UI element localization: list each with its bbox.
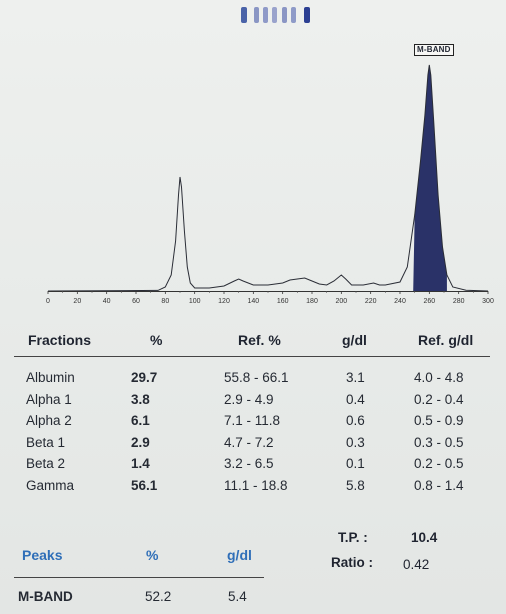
- gel-band: [263, 7, 269, 23]
- peak-pct: 52.2: [145, 589, 172, 604]
- fraction-gdl: 0.1: [346, 456, 365, 471]
- table-divider: [14, 356, 490, 357]
- fraction-name: Albumin: [26, 370, 75, 385]
- fraction-ref-gdl: 0.8 - 1.4: [414, 477, 464, 493]
- x-tick-label: 220: [365, 298, 377, 305]
- x-tick-label: 240: [394, 298, 406, 305]
- fraction-name: Gamma: [26, 477, 75, 493]
- x-tick-label: 80: [161, 298, 169, 305]
- peaks-divider: [14, 577, 264, 578]
- header-pct: %: [150, 332, 163, 348]
- gel-band: [303, 7, 310, 23]
- x-tick-label: 160: [277, 298, 289, 305]
- x-tick-label: 0: [46, 298, 50, 305]
- header-gdl: g/dl: [342, 332, 367, 348]
- fraction-pct: 1.4: [131, 456, 150, 471]
- peaks-header-name: Peaks: [22, 547, 63, 563]
- fraction-gdl: 0.3: [346, 434, 365, 450]
- fraction-ref-pct: 55.8 - 66.1: [224, 370, 289, 385]
- fraction-gdl: 0.4: [346, 391, 365, 407]
- peak-gdl: 5.4: [228, 589, 247, 604]
- fraction-pct: 2.9: [131, 434, 150, 450]
- x-tick-label: 180: [306, 298, 318, 305]
- gel-band: [281, 7, 287, 23]
- x-tick-label: 120: [218, 298, 230, 305]
- fraction-ref-gdl: 4.0 - 4.8: [414, 370, 464, 385]
- fraction-name: Alpha 2: [26, 413, 72, 428]
- fraction-ref-pct: 7.1 - 11.8: [224, 413, 281, 428]
- gel-band: [272, 7, 278, 23]
- header-ref-pct: Ref. %: [238, 332, 281, 348]
- fraction-gdl: 5.8: [346, 477, 365, 493]
- x-tick-label: 260: [423, 298, 435, 305]
- gel-band: [254, 7, 260, 23]
- x-tick-label: 300: [482, 298, 494, 305]
- header-ref-gdl: Ref. g/dl: [418, 332, 474, 348]
- m-band-shaded-area: [413, 65, 447, 291]
- fraction-pct: 3.8: [131, 391, 150, 407]
- tp-label: T.P. :: [338, 530, 368, 545]
- fraction-ref-gdl: 0.2 - 0.5: [414, 456, 464, 471]
- gel-band: [290, 7, 296, 23]
- m-band-peak-label: M-BAND: [414, 44, 454, 56]
- fraction-ref-pct: 2.9 - 4.9: [224, 391, 274, 407]
- x-tick-label: 100: [189, 298, 201, 305]
- gel-strip: [240, 7, 316, 23]
- peak-name: M-BAND: [18, 589, 73, 604]
- fraction-gdl: 3.1: [346, 370, 365, 385]
- peaks-header-gdl: g/dl: [227, 547, 252, 563]
- fraction-gdl: 0.6: [346, 413, 365, 428]
- fraction-name: Alpha 1: [26, 391, 72, 407]
- peaks-header-pct: %: [146, 547, 159, 563]
- x-tick-label: 200: [335, 298, 347, 305]
- fraction-pct: 56.1: [131, 477, 158, 493]
- x-tick-label: 280: [453, 298, 465, 305]
- gel-band: [240, 7, 247, 23]
- fraction-ref-gdl: 0.3 - 0.5: [414, 434, 464, 450]
- fraction-ref-gdl: 0.5 - 0.9: [414, 413, 464, 428]
- x-tick-label: 140: [247, 298, 259, 305]
- ratio-label: Ratio :: [331, 555, 373, 570]
- electropherogram: 0 20 40 60 80 100 120 140 160 180 200 220 240 260 280 3…: [46, 64, 494, 305]
- fraction-pct: 29.7: [131, 370, 158, 385]
- fraction-pct: 6.1: [131, 413, 150, 428]
- fraction-ref-gdl: 0.2 - 0.4: [414, 391, 464, 407]
- x-tick-label: 40: [103, 298, 111, 305]
- fraction-ref-pct: 3.2 - 6.5: [224, 456, 274, 471]
- x-tick-label: 60: [132, 298, 140, 305]
- fraction-ref-pct: 11.1 - 18.8: [224, 477, 288, 493]
- fraction-name: Beta 2: [26, 456, 66, 471]
- tp-value: 10.4: [411, 530, 438, 545]
- ratio-value: 0.42: [403, 557, 430, 572]
- x-tick-label: 20: [73, 298, 81, 305]
- fraction-name: Beta 1: [26, 434, 66, 450]
- protein-trace: [47, 64, 489, 292]
- header-fractions: Fractions: [28, 332, 92, 348]
- fraction-ref-pct: 4.7 - 7.2: [224, 434, 274, 450]
